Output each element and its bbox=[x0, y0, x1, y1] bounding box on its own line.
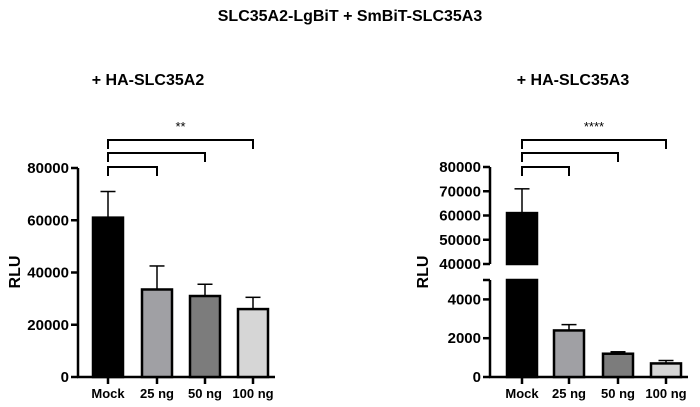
y-tick-label: 40000 bbox=[27, 265, 69, 282]
x-tick-label: 100 ng bbox=[232, 386, 273, 401]
panel-title: + HA-SLC35A2 bbox=[92, 72, 205, 89]
y-tick-label: 4000 bbox=[448, 291, 481, 308]
y-tick-label: 60000 bbox=[27, 212, 69, 229]
bar-50-ng bbox=[601, 352, 635, 379]
y-axis-label: RLU bbox=[7, 256, 24, 289]
bar-100-ng bbox=[236, 307, 270, 379]
x-tick-label: 50 ng bbox=[601, 386, 635, 401]
bar-mock-upper bbox=[505, 211, 539, 266]
y-tick-label: 80000 bbox=[27, 160, 69, 177]
y-tick-label: 0 bbox=[61, 369, 69, 386]
panel-ha-slc35a2: + HA-SLC35A2 RLU 0 20000 40000 60000 80000 Mock… bbox=[7, 72, 275, 401]
significance-bracket bbox=[521, 139, 667, 149]
bar-mock-lower bbox=[505, 278, 539, 379]
y-tick-label: 80000 bbox=[439, 159, 481, 176]
y-tick-label: 0 bbox=[473, 369, 481, 386]
y-tick-label: 60000 bbox=[439, 208, 481, 225]
significance-bracket bbox=[107, 139, 254, 149]
y-tick-label: 2000 bbox=[448, 330, 481, 347]
y-tick-label: 50000 bbox=[439, 232, 481, 249]
y-tick-label: 20000 bbox=[27, 317, 69, 334]
significance-label: **** bbox=[584, 119, 604, 134]
bar-25-ng bbox=[552, 329, 586, 379]
bar-25-ng bbox=[140, 288, 174, 379]
bar-50-ng bbox=[188, 294, 222, 379]
x-tick-label: 50 ng bbox=[188, 386, 222, 401]
x-tick-label: 100 ng bbox=[645, 386, 686, 401]
significance-bracket bbox=[107, 152, 206, 162]
y-axis-label: RLU bbox=[415, 256, 432, 289]
x-tick-label: Mock bbox=[505, 386, 539, 401]
figure-title: SLC35A2-LgBiT + SmBiT-SLC35A3 bbox=[218, 8, 483, 25]
panel-ha-slc35a3: + HA-SLC35A3 RLU 0 2000 4000 40000 50000 60000 7… bbox=[415, 72, 688, 401]
x-tick-label: Mock bbox=[91, 386, 125, 401]
y-tick-label: 40000 bbox=[439, 256, 481, 273]
bar-mock bbox=[91, 216, 125, 379]
significance-label: ** bbox=[175, 119, 185, 134]
significance-bracket bbox=[107, 166, 158, 176]
y-tick-label: 70000 bbox=[439, 183, 481, 200]
significance-bracket bbox=[521, 166, 570, 176]
panel-title: + HA-SLC35A3 bbox=[517, 72, 630, 89]
significance-bracket bbox=[521, 152, 619, 162]
x-tick-label: 25 ng bbox=[552, 386, 586, 401]
x-tick-label: 25 ng bbox=[140, 386, 174, 401]
bar-100-ng bbox=[649, 362, 683, 379]
